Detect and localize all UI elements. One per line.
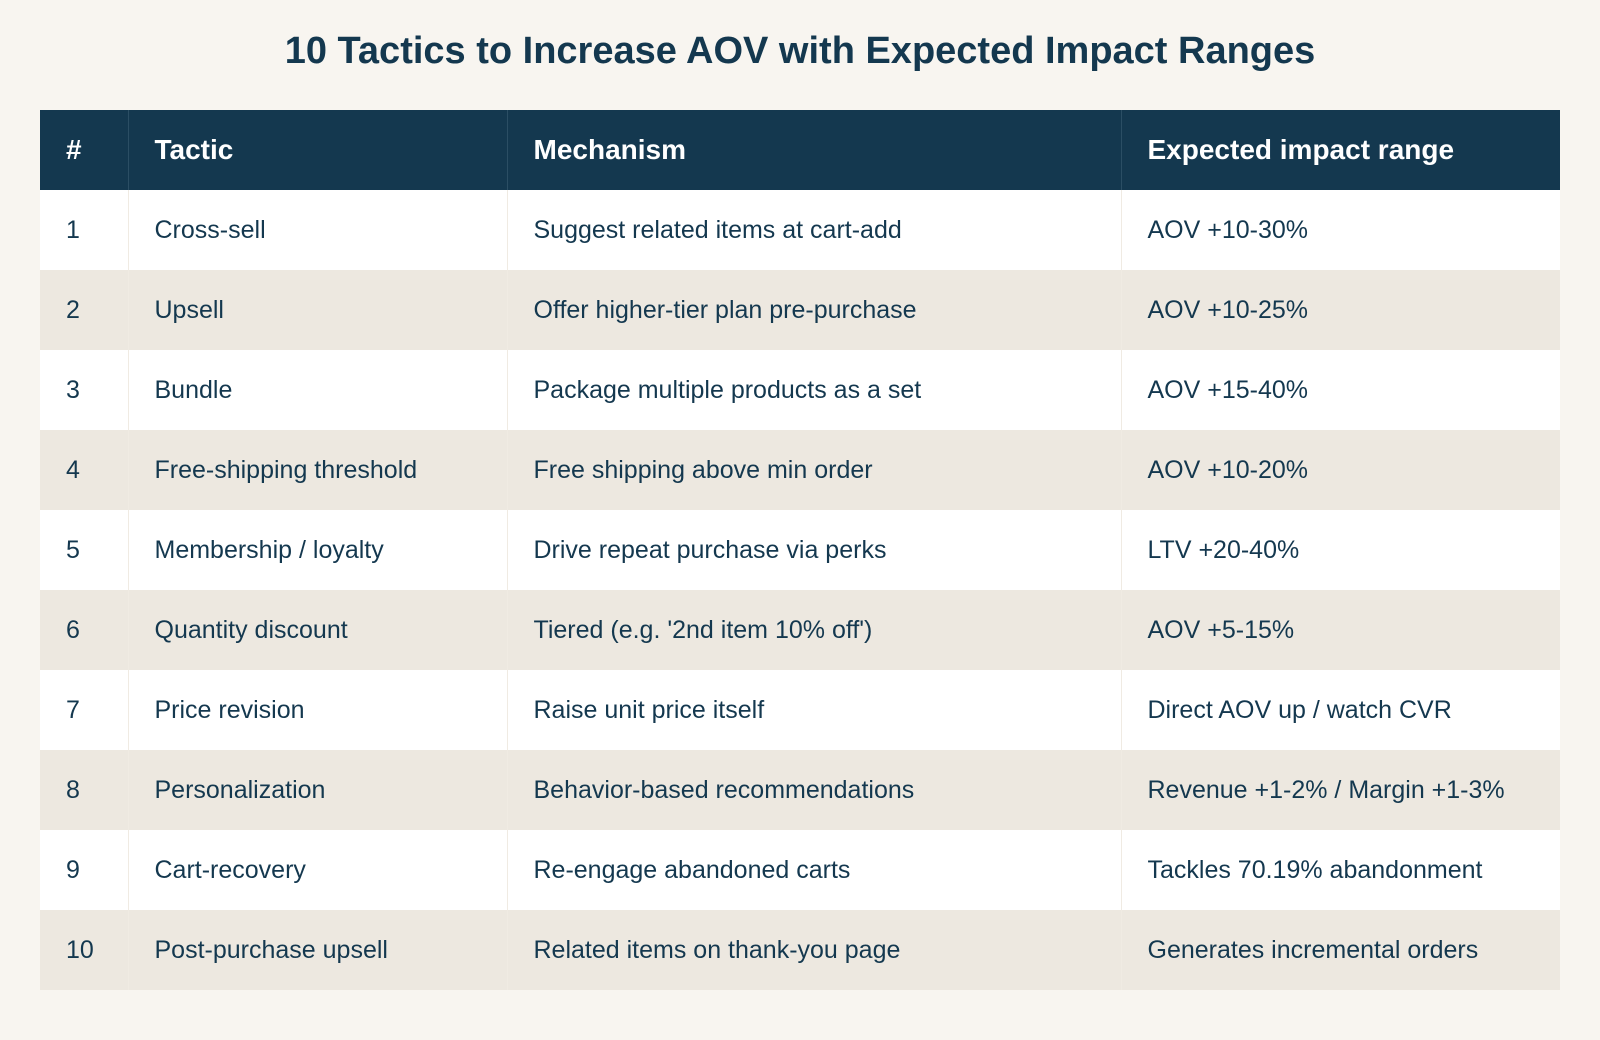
table-cell: Related items on thank-you page [507,910,1122,990]
table-cell: 5 [40,510,129,590]
table-cell: Behavior-based recommendations [507,750,1122,830]
table-cell: Generates incremental orders [1121,910,1560,990]
table-cell: Membership / loyalty [128,510,508,590]
table-cell: Tiered (e.g. '2nd item 10% off') [507,590,1122,670]
table-row: 10 Post-purchase upsell Related items on t… [40,910,1560,990]
table-cell: 9 [40,830,129,910]
table-cell: AOV +5-15% [1121,590,1560,670]
table-cell: AOV +10-30% [1121,190,1560,270]
table-cell: Revenue +1-2% / Margin +1-3% [1121,750,1560,830]
table-row: 9 Cart-recovery Re-engage abandoned carts T… [40,830,1560,910]
title: 10 Tactics to Increase AOV with Expected… [284,30,1316,72]
table-cell: Direct AOV up / watch CVR [1121,670,1560,750]
table-cell: Personalization [128,750,508,830]
table-cell: 3 [40,350,129,430]
header-cell: Tactic [128,110,508,190]
table-row: 6 Quantity discount Tiered (e.g. '2nd item… [40,590,1560,670]
header-cell: Mechanism [507,110,1122,190]
table-cell: 4 [40,430,129,510]
table-row: 2 Upsell Offer higher-tier plan pre-purcha… [40,270,1560,350]
table-cell: Raise unit price itself [507,670,1122,750]
table-cell: Upsell [128,270,508,350]
table-body: 1 Cross-sell Suggest related items at cart… [40,190,1560,990]
table-cell: 1 [40,190,129,270]
table-row: 8 Personalization Behavior-based recommend… [40,750,1560,830]
table-cell: Cart-recovery [128,830,508,910]
header-cell: # [40,110,129,190]
table-cell: Free shipping above min order [507,430,1122,510]
table-cell: Offer higher-tier plan pre-purchase [507,270,1122,350]
table-cell: Post-purchase upsell [128,910,508,990]
table-cell: Re-engage abandoned carts [507,830,1122,910]
table-row: 7 Price revision Raise unit price itself Di… [40,670,1560,750]
table-cell: Tackles 70.19% abandonment [1121,830,1560,910]
table-cell: AOV +10-25% [1121,270,1560,350]
header-cell: Expected impact range [1121,110,1560,190]
table-cell: Price revision [128,670,508,750]
table-cell: 6 [40,590,129,670]
table-row: 5 Membership / loyalty Drive repeat purcha… [40,510,1560,590]
table-cell: 7 [40,670,129,750]
table-cell: AOV +10-20% [1121,430,1560,510]
table-row: 1 Cross-sell Suggest related items at cart… [40,190,1560,270]
table-cell: 2 [40,270,129,350]
table-cell: 10 [40,910,129,990]
table-cell: AOV +15-40% [1121,350,1560,430]
table-cell: LTV +20-40% [1121,510,1560,590]
table-cell: Bundle [128,350,508,430]
table-cell: Quantity discount [128,590,508,670]
table-cell: Suggest related items at cart-add [507,190,1122,270]
table-cell: Free-shipping threshold [128,430,508,510]
table-cell: Package multiple products as a set [507,350,1122,430]
table-cell: Cross-sell [128,190,508,270]
table-row: 4 Free-shipping threshold Free shipping ab… [40,430,1560,510]
table-cell: Drive repeat purchase via perks [507,510,1122,590]
table-cell: 8 [40,750,129,830]
header-row: # Tactic Mechanism Expected impact range [40,110,1560,190]
table-row: 3 Bundle Package multiple products as a se… [40,350,1560,430]
